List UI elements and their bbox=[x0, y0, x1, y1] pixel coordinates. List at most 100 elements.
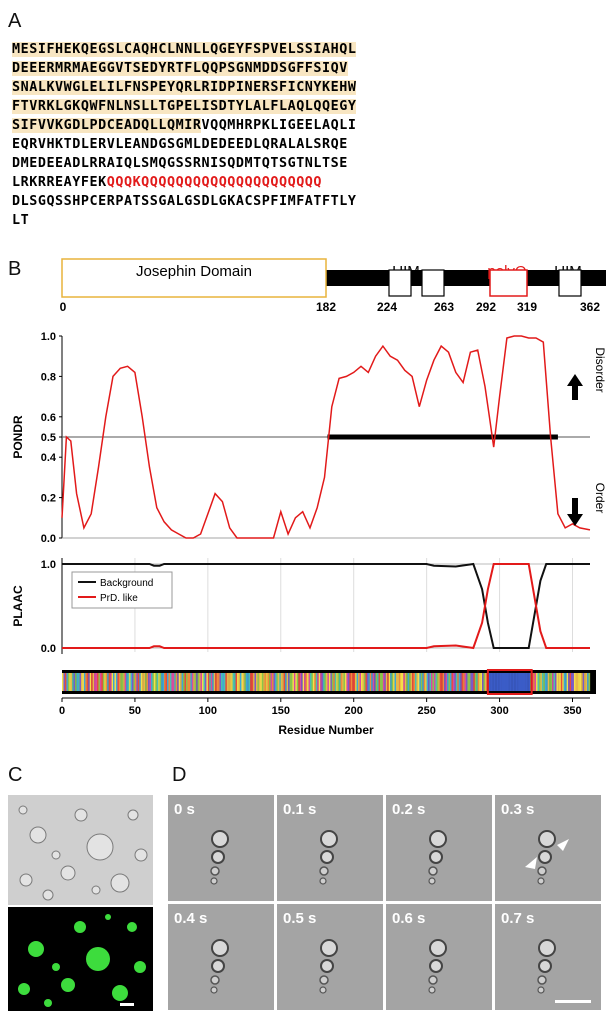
residue-band bbox=[442, 673, 445, 691]
residue-band bbox=[458, 673, 461, 691]
residue-band bbox=[123, 673, 125, 691]
residue-band bbox=[321, 673, 324, 691]
residue-band bbox=[344, 673, 347, 691]
residue-band bbox=[468, 673, 471, 691]
residue-band bbox=[299, 673, 302, 691]
residue-band bbox=[493, 673, 496, 691]
pos-319: 319 bbox=[517, 300, 537, 314]
residue-band bbox=[220, 673, 223, 691]
time-frame: 0.2 s bbox=[386, 795, 492, 901]
residue-band bbox=[309, 673, 312, 691]
residue-band bbox=[282, 673, 284, 691]
residue-band bbox=[522, 673, 525, 691]
residue-band bbox=[115, 673, 118, 691]
sequence-line: DMEDEEADLRRAIQLSMQGSSRNISQDMTQTSGTNLTSE bbox=[12, 154, 606, 173]
residue-band bbox=[70, 673, 73, 691]
residue-band bbox=[569, 673, 572, 691]
residue-band bbox=[312, 673, 315, 691]
residue-band bbox=[304, 673, 306, 691]
residue-band bbox=[543, 673, 545, 691]
pondr-ytick: 0.4 bbox=[41, 452, 57, 464]
residue-band bbox=[234, 673, 236, 691]
residue-band bbox=[139, 673, 141, 691]
residue-band bbox=[512, 673, 515, 691]
residue-band bbox=[273, 673, 276, 691]
residue-band bbox=[263, 673, 265, 691]
residue-band bbox=[333, 673, 335, 691]
arrowhead-icon bbox=[525, 857, 537, 869]
residue-band bbox=[311, 673, 314, 691]
residue-band bbox=[156, 673, 159, 691]
residue-band bbox=[369, 673, 372, 691]
residue-band bbox=[72, 673, 74, 691]
residue-band bbox=[191, 673, 194, 691]
residue-band bbox=[519, 673, 522, 691]
residue-band bbox=[375, 673, 378, 691]
residue-band bbox=[368, 673, 370, 691]
residue-band bbox=[161, 673, 163, 691]
residue-band bbox=[581, 673, 583, 691]
residue-band bbox=[327, 673, 330, 691]
residue-band bbox=[557, 673, 560, 691]
residue-band bbox=[378, 673, 381, 691]
residue-band bbox=[91, 673, 93, 691]
residue-band bbox=[420, 673, 423, 691]
residue-band bbox=[302, 673, 305, 691]
residue-band bbox=[149, 673, 152, 691]
residue-band bbox=[228, 673, 230, 691]
residue-band bbox=[377, 673, 379, 691]
frame-time-label: 0.2 s bbox=[392, 801, 426, 818]
residue-band bbox=[461, 673, 464, 691]
legend-entry: Background bbox=[100, 578, 153, 589]
residue-band bbox=[188, 673, 191, 691]
fluorescence-image bbox=[8, 907, 153, 1011]
residue-band bbox=[187, 673, 190, 691]
residue-band bbox=[143, 673, 146, 691]
residue-band bbox=[451, 673, 454, 691]
residue-band bbox=[169, 673, 172, 691]
residue-band bbox=[498, 673, 500, 691]
residue-band bbox=[429, 673, 432, 691]
residue-band bbox=[193, 673, 195, 691]
residue-band bbox=[285, 673, 287, 691]
pondr-chart: 0.0 0.2 0.4 0.5 0.6 0.8 1.0 PONDR Disorder Order bbox=[11, 331, 606, 545]
uim-box-3 bbox=[558, 269, 582, 297]
residue-band bbox=[362, 673, 365, 691]
residue-band bbox=[142, 673, 144, 691]
residue-band bbox=[270, 673, 273, 691]
residue-band bbox=[496, 673, 499, 691]
residue-band bbox=[489, 673, 491, 691]
residue-band bbox=[449, 673, 452, 691]
residue-band bbox=[67, 673, 70, 691]
residue-band bbox=[474, 673, 477, 691]
residue-band bbox=[537, 673, 540, 691]
residue-band bbox=[102, 673, 105, 691]
frame-time-label: 0 s bbox=[174, 801, 195, 818]
residue-band bbox=[209, 673, 211, 691]
residue-band bbox=[167, 673, 169, 691]
plaac-series-1 bbox=[62, 563, 590, 650]
residue-band bbox=[232, 673, 235, 691]
residue-band bbox=[326, 673, 328, 691]
plaac-legend bbox=[71, 571, 173, 609]
sequence-segment: EQRVHKTDLERVLEANDGSGMLDEDEEDLQRALALSRQE bbox=[12, 137, 348, 152]
residue-band bbox=[550, 673, 553, 691]
residue-band bbox=[104, 673, 106, 691]
residue-band bbox=[266, 673, 268, 691]
sequence-line: MESIFHEKQEGSLCAQHCLNNLLQGEYFSPVELSSIAHQL bbox=[12, 40, 606, 59]
residue-band bbox=[296, 673, 299, 691]
residue-band bbox=[289, 673, 292, 691]
residue-band bbox=[245, 673, 248, 691]
residue-band bbox=[576, 673, 579, 691]
residue-band bbox=[85, 673, 87, 691]
residue-band bbox=[361, 673, 363, 691]
residue-band bbox=[174, 673, 176, 691]
pondr-ylabel: PONDR bbox=[11, 415, 25, 459]
residue-band bbox=[433, 673, 436, 691]
residue-band bbox=[235, 673, 238, 691]
residue-band bbox=[343, 673, 346, 691]
residue-band bbox=[397, 673, 400, 691]
sequence-segment: LRKRREAYFEK bbox=[12, 175, 107, 190]
residue-band bbox=[121, 673, 124, 691]
residue-band bbox=[346, 673, 349, 691]
